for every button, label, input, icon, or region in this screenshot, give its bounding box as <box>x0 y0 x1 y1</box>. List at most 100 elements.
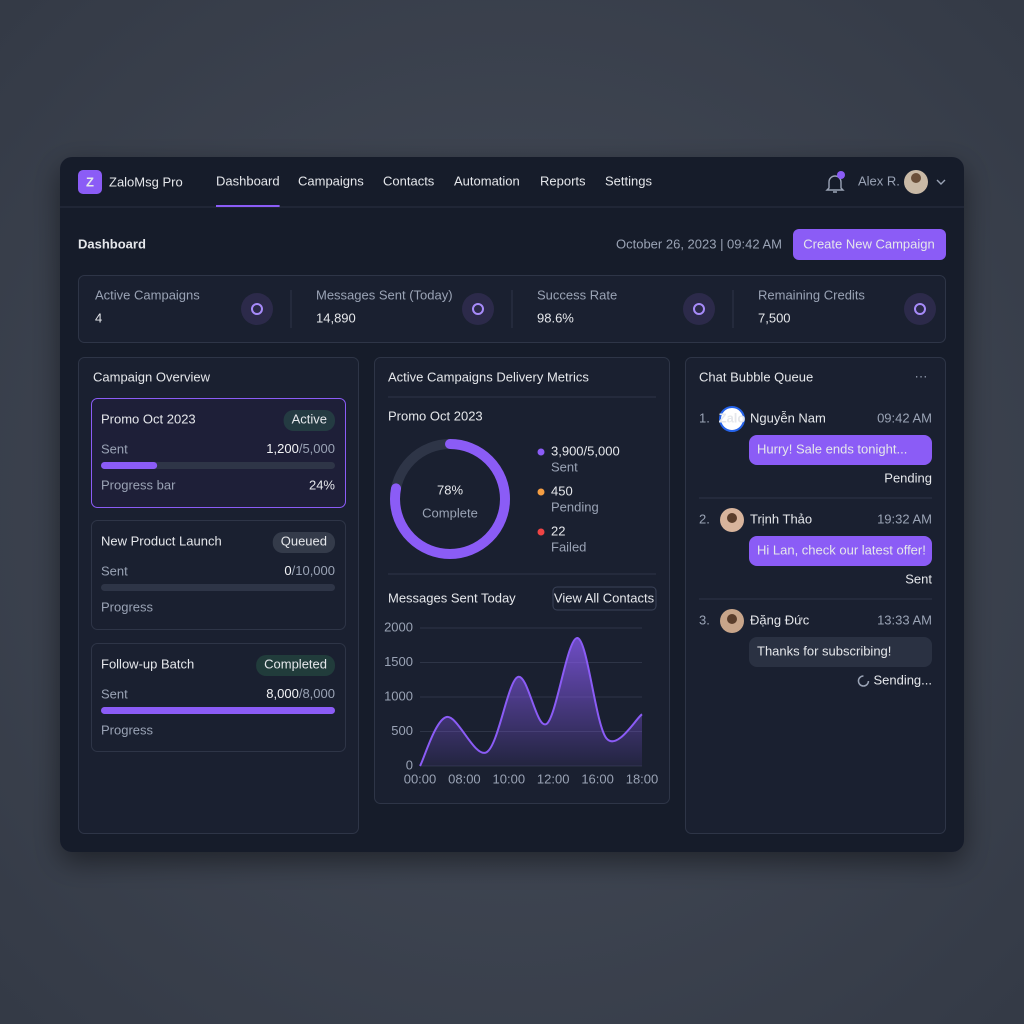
sent-label: Sent <box>101 686 128 701</box>
progress-label: Progress <box>101 722 154 737</box>
y-tick-label: 0 <box>406 757 413 772</box>
status-badge-label: Queued <box>281 533 327 548</box>
donut-percent: 78% <box>437 482 463 497</box>
queue-time: 09:42 AM <box>877 410 932 425</box>
sent-count: 0 <box>284 563 291 578</box>
nav-item[interactable]: Reports <box>540 173 586 188</box>
legend-dot <box>537 448 545 456</box>
stat-value: 4 <box>95 310 102 325</box>
queue-card <box>685 357 946 834</box>
stat-value: 98.6% <box>537 310 574 325</box>
queue-index: 1. <box>699 410 710 425</box>
stat-icon-glyph <box>693 303 705 315</box>
create-button[interactable] <box>793 229 946 260</box>
nav-item[interactable]: Settings <box>605 173 652 188</box>
campaign-card[interactable] <box>91 398 346 508</box>
progress-track <box>101 462 335 469</box>
y-tick-label: 2000 <box>384 619 413 634</box>
progress-bar <box>101 707 335 714</box>
progress-bar <box>101 462 158 469</box>
legend-value: 450 <box>551 483 573 498</box>
contacts-button[interactable] <box>552 586 657 611</box>
delivery-campaign: Promo Oct 2023 <box>388 408 483 423</box>
x-tick-label: 08:00 <box>448 771 481 786</box>
overview-title: Campaign Overview <box>93 369 211 384</box>
status-badge-label: Active <box>292 411 327 426</box>
logo[interactable]: Z <box>86 174 94 189</box>
legend-value: 3,900/5,000 <box>551 443 620 458</box>
stat-value: 14,890 <box>316 310 356 325</box>
status-badge <box>272 532 335 553</box>
x-tick-label: 12:00 <box>537 771 570 786</box>
queue-name: Trịnh Thảo <box>750 511 812 526</box>
queue-avatar <box>719 406 745 432</box>
sent-count: 1,200 <box>266 441 299 456</box>
sent-total: /10,000 <box>292 563 335 578</box>
chat-message: Hi Lan, check our latest offer! <box>757 542 926 557</box>
queue-time: 19:32 AM <box>877 511 932 526</box>
nav-item[interactable]: Dashboard <box>216 173 280 188</box>
delivery-title: Active Campaigns Delivery Metrics <box>388 369 589 384</box>
sent-value: 1,200/5,000 <box>266 441 335 456</box>
x-tick-label: 00:00 <box>404 771 437 786</box>
x-tick-label: 10:00 <box>493 771 526 786</box>
legend-dot <box>537 488 545 496</box>
contacts-button-label[interactable]: View All Contacts <box>554 590 655 605</box>
queue-avatar-text: Zalo <box>719 410 746 425</box>
avatar-face <box>727 614 737 624</box>
stat-icon-glyph <box>472 303 484 315</box>
legend-label: Pending <box>551 499 599 514</box>
nav-item[interactable]: Campaigns <box>298 173 364 188</box>
chart-title: Messages Sent Today <box>388 590 516 605</box>
nav-item[interactable]: Automation <box>454 173 520 188</box>
stat-icon <box>683 293 715 325</box>
queue-time: 13:33 AM <box>877 612 932 627</box>
sent-label: Sent <box>101 441 128 456</box>
status-badge <box>283 410 335 431</box>
queue-status: Pending <box>884 470 932 485</box>
nav-item[interactable]: Contacts <box>383 173 435 188</box>
stat-label: Active Campaigns <box>95 287 200 302</box>
stat-icon <box>904 293 936 325</box>
app-name[interactable]: ZaloMsg Pro <box>109 174 183 189</box>
area <box>420 637 642 766</box>
stat-value: 7,500 <box>758 310 791 325</box>
x-tick-label: 16:00 <box>581 771 614 786</box>
status-badge-label: Completed <box>264 656 327 671</box>
create-button-label[interactable]: Create New Campaign <box>803 236 935 251</box>
donut-arc <box>390 439 510 559</box>
stat-label: Remaining Credits <box>758 287 865 302</box>
chevron[interactable] <box>936 179 946 185</box>
logo-box[interactable] <box>78 170 102 194</box>
sent-value: 8,000/8,000 <box>266 686 335 701</box>
stat-icon-glyph <box>251 303 263 315</box>
queue-status: Sending... <box>873 672 932 687</box>
campaign-name: Promo Oct 2023 <box>101 411 196 426</box>
stat-label: Success Rate <box>537 287 617 302</box>
chat-message: Thanks for subscribing! <box>757 643 891 658</box>
page-title: Dashboard <box>78 236 146 251</box>
notification-dot <box>837 171 845 179</box>
y-tick-label: 500 <box>391 723 413 738</box>
stat-icon <box>462 293 494 325</box>
campaign-card[interactable] <box>91 643 346 752</box>
sent-total: /8,000 <box>299 686 335 701</box>
spinner <box>857 675 870 687</box>
stat-label: Messages Sent (Today) <box>316 287 453 302</box>
campaign-card[interactable] <box>91 520 346 630</box>
progress-label: Progress <box>101 599 154 614</box>
stat-icon-glyph <box>914 303 926 315</box>
legend-value: 22 <box>551 523 565 538</box>
avatar-face <box>911 173 921 183</box>
datetime: October 26, 2023 | 09:42 AM <box>616 236 782 251</box>
queue-menu[interactable]: ··· <box>915 368 928 383</box>
x-tick-label: 18:00 <box>626 771 659 786</box>
queue-name: Nguyễn Nam <box>750 410 826 425</box>
donut-caption: Complete <box>422 505 478 520</box>
user-name[interactable]: Alex R. <box>858 173 900 188</box>
legend-label: Sent <box>551 459 578 474</box>
chat-bubble <box>749 536 932 566</box>
legend-label: Failed <box>551 539 586 554</box>
